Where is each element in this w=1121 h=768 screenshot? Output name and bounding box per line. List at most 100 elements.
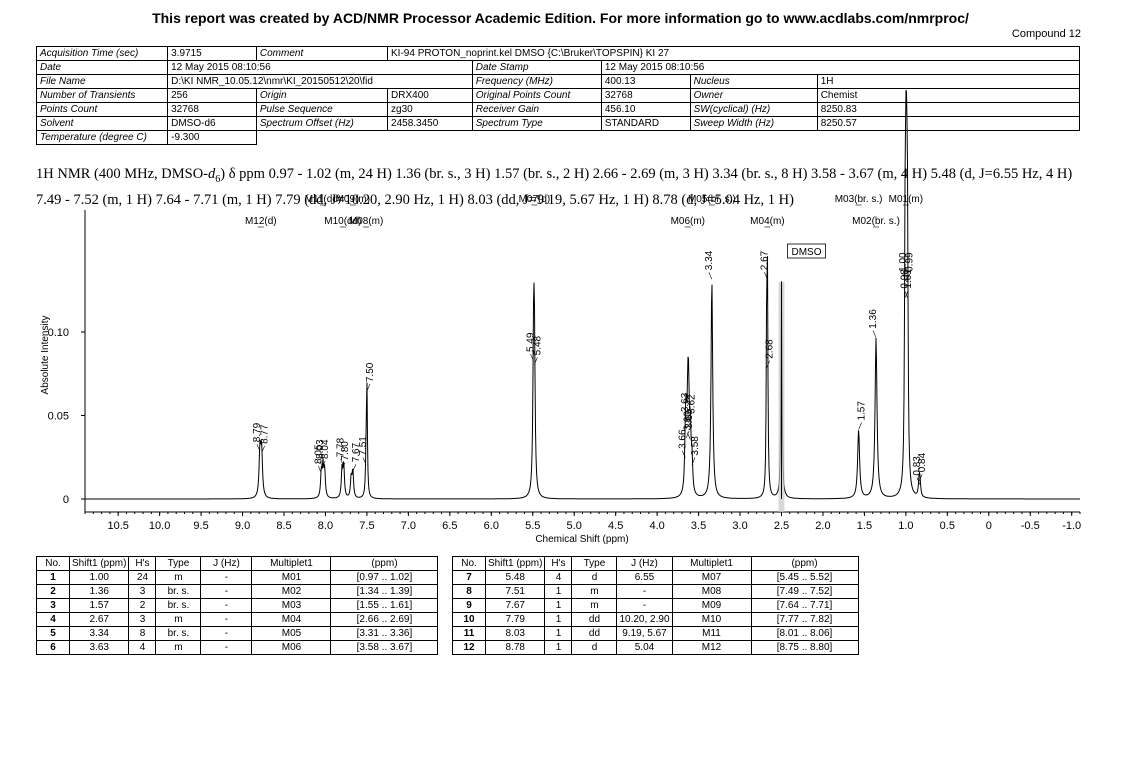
multiplet-label: M05(br. s.) <box>688 194 736 205</box>
multiplet-label: M02(br. s.) <box>852 216 900 227</box>
multiplet-label: M01(m) <box>889 194 923 205</box>
table-cell: br. s. <box>155 598 202 613</box>
peak-table-header: No. <box>452 556 486 571</box>
nmr-text-d: d <box>208 166 216 182</box>
table-cell: [3.31 .. 3.36] <box>330 626 439 641</box>
x-tick-label: 5.0 <box>567 520 582 532</box>
multiplet-label: M09(m) <box>336 194 370 205</box>
table-cell: br. s. <box>155 626 202 641</box>
peak-label-leader <box>340 459 344 467</box>
table-cell: dd <box>571 626 618 641</box>
table-cell: m <box>571 584 618 599</box>
table-row: 3 1.57 2 br. s. - M03 [1.55 .. 1.61] <box>36 598 439 613</box>
table-cell: M12 <box>671 640 752 655</box>
peak-label: 7.67 <box>351 442 362 462</box>
peak-label-leader <box>362 457 367 465</box>
peak-label-leader <box>764 272 768 280</box>
y-axis-title: Absolute Intensity <box>40 316 51 395</box>
table-cell: M02 <box>251 584 332 599</box>
peak-label: 2.68 <box>765 339 776 359</box>
x-tick-label: 2.5 <box>774 520 789 532</box>
x-tick-label: 7.0 <box>401 520 416 532</box>
table-row: 8 7.51 1 m - M08 [7.49 .. 7.52] <box>452 584 859 599</box>
spectrum-trace <box>85 89 1080 500</box>
peak-table-header: H's <box>128 556 157 571</box>
table-cell: 3 <box>128 612 157 627</box>
peak-label: 1.36 <box>868 309 879 329</box>
table-cell: [7.64 .. 7.71] <box>750 598 859 613</box>
table-cell: 1 <box>544 598 573 613</box>
peak-label-leader <box>684 414 689 422</box>
table-cell: 8 <box>452 584 486 599</box>
solvent-label-box <box>787 243 826 259</box>
acquisition-table: Acquisition Time (sec) 3.9715 Comment KI-94… <box>35 46 1081 145</box>
table-cell: 6.55 <box>616 570 673 585</box>
x-tick-label: 1.0 <box>898 520 913 532</box>
x-tick-label: 0.5 <box>940 520 955 532</box>
peak-table-header: Shift1 (ppm) <box>484 556 546 571</box>
table-cell: 1.57 <box>68 598 130 613</box>
x-axis-title: Chemical Shift (ppm) <box>535 534 628 545</box>
table-cell: m <box>155 640 202 655</box>
peak-table-header: (ppm) <box>750 556 859 571</box>
table-cell: 7 <box>452 570 486 585</box>
peak-label: 8.04 <box>320 439 331 459</box>
peak-label: 0.83 <box>912 456 923 476</box>
peak-table-right: No. Shift1 (ppm) H's Type J (Hz) Multiplet1 (p… <box>452 556 859 655</box>
peak-label-leader <box>256 444 261 452</box>
table-cell: 1 <box>544 640 573 655</box>
table-cell: m <box>155 612 202 627</box>
peak-label-leader <box>858 422 862 430</box>
table-cell: 1 <box>36 570 70 585</box>
peak-table-header: Type <box>155 556 202 571</box>
acq-row: Number of Transients 256 Origin DRX400 Origi… <box>35 88 1081 103</box>
table-cell: m <box>155 570 202 585</box>
table-cell: d <box>571 640 618 655</box>
table-cell: M11 <box>671 626 752 641</box>
y-tick-label: 0 <box>63 494 69 506</box>
x-tick-label: 3.5 <box>691 520 706 532</box>
x-tick-label: -1.0 <box>1062 520 1081 532</box>
table-cell: M03 <box>251 598 332 613</box>
peak-label: 3.58 <box>690 436 701 456</box>
peak-table-header: H's <box>544 556 573 571</box>
nmr-description: 1H NMR (400 MHz, DMSO-d6) δ ppm 0.97 - 1… <box>36 164 1096 210</box>
table-cell: - <box>200 570 253 585</box>
multiplet-label: M08(m) <box>349 216 383 227</box>
table-cell: m <box>571 598 618 613</box>
peak-label: 0.99 <box>905 252 916 272</box>
table-cell: [5.45 .. 5.52] <box>750 570 859 585</box>
acq-row: Temperature (degree C) -9.300 <box>35 130 1080 145</box>
peak-label: 3.66 <box>677 429 688 449</box>
table-cell: 12 <box>452 640 486 655</box>
peak-label: 3.65 <box>684 409 695 429</box>
table-cell: 4 <box>36 612 70 627</box>
table-cell: 1.36 <box>68 584 130 599</box>
table-cell: 1 <box>544 612 573 627</box>
acq-key: Spectrum Offset (Hz) <box>255 116 389 131</box>
peak-label-leader <box>916 477 921 485</box>
table-cell: 9.19, 5.67 <box>616 626 673 641</box>
peak-table-header: Type <box>571 556 618 571</box>
table-cell: 1.00 <box>68 570 130 585</box>
y-tick-label: 0.10 <box>48 327 69 339</box>
x-tick-label: 0 <box>986 520 992 532</box>
multiplet-label: M12(d) <box>245 216 277 227</box>
solvent-label: DMSO <box>792 247 822 258</box>
peak-table-header: Multiplet1 <box>671 556 752 571</box>
table-cell: - <box>616 584 673 599</box>
table-cell: 1 <box>544 626 573 641</box>
peak-label-leader <box>872 330 877 338</box>
table-cell: [7.77 .. 7.82] <box>750 612 859 627</box>
table-cell: 2 <box>36 584 70 599</box>
table-cell: - <box>200 598 253 613</box>
acq-value: STANDARD <box>600 116 691 131</box>
table-cell: br. s. <box>155 584 202 599</box>
peak-label-leader <box>902 273 907 282</box>
table-cell: 3 <box>36 598 70 613</box>
multiplet-label: M10(dd) <box>324 216 361 227</box>
table-cell: 8.03 <box>484 626 546 641</box>
x-tick-label: 9.5 <box>193 520 208 532</box>
y-tick-label: 0.05 <box>48 411 69 423</box>
